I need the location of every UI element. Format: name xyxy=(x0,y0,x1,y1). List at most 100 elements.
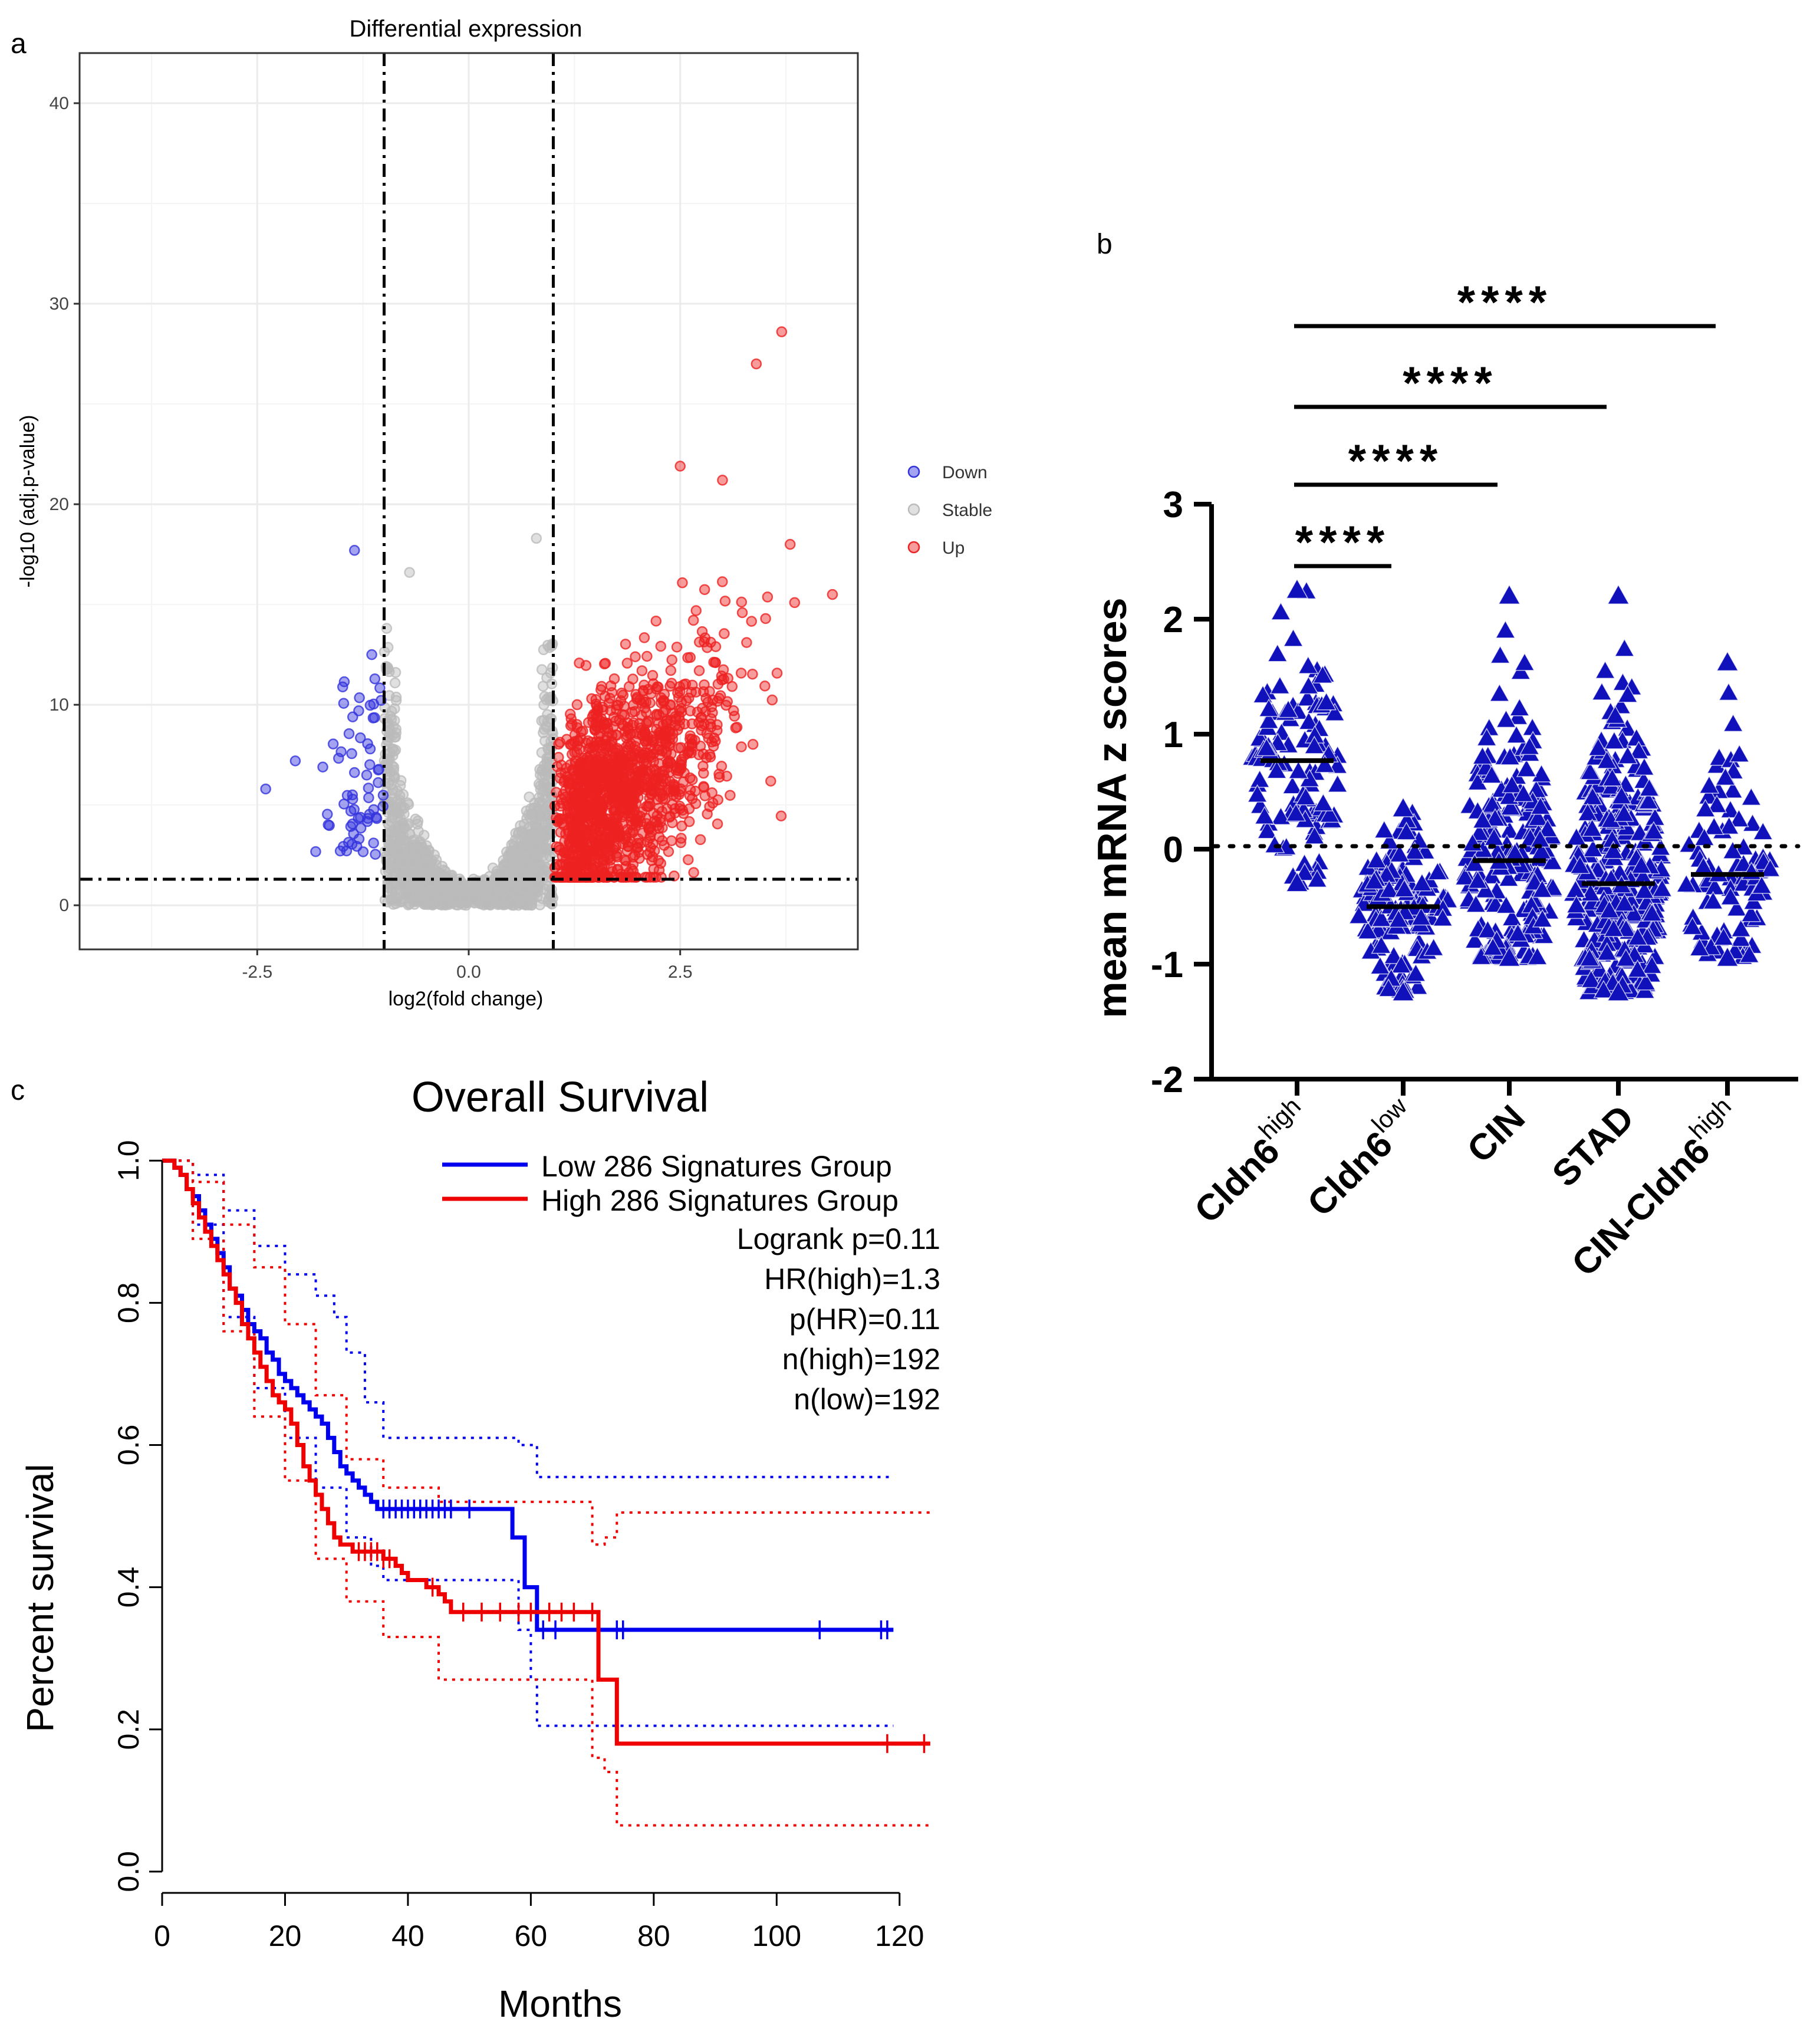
survival-x-tick-label: 60 xyxy=(515,1919,548,1952)
survival-x-tick-label: 0 xyxy=(154,1919,170,1952)
stable-gene-point xyxy=(397,804,408,815)
up-gene-point xyxy=(641,818,652,829)
stable-gene-point xyxy=(469,893,480,904)
significance-label: **** xyxy=(1457,276,1552,328)
up-gene-point xyxy=(699,584,710,596)
up-gene-point xyxy=(687,614,699,626)
down-gene-point xyxy=(347,818,358,830)
volcano-points xyxy=(260,326,838,911)
up-gene-point xyxy=(674,715,686,726)
up-gene-point xyxy=(675,837,687,849)
up-gene-point xyxy=(575,757,587,768)
up-gene-point xyxy=(679,767,690,778)
up-gene-point xyxy=(686,686,697,698)
up-gene-point xyxy=(719,596,731,607)
down-gene-point xyxy=(338,698,350,709)
up-gene-point xyxy=(593,853,604,864)
up-gene-point xyxy=(587,761,598,772)
up-gene-point xyxy=(729,711,740,722)
volcano-x-tick-label: 2.5 xyxy=(668,962,693,982)
up-gene-point xyxy=(582,772,594,784)
volcano-legend-label-stable: Stable xyxy=(942,501,992,520)
up-gene-point xyxy=(558,776,570,788)
volcano-legend-marker-stable xyxy=(907,503,920,516)
down-gene-point xyxy=(363,792,374,804)
stable-gene-point xyxy=(397,879,409,891)
stable-gene-point xyxy=(513,842,525,853)
up-gene-point xyxy=(684,733,696,745)
up-gene-point xyxy=(599,840,610,851)
up-gene-point xyxy=(674,758,686,770)
up-gene-point xyxy=(690,605,702,616)
up-gene-point xyxy=(613,758,624,770)
up-gene-point xyxy=(627,859,639,870)
up-gene-point xyxy=(771,668,783,679)
up-gene-point xyxy=(741,637,752,648)
up-gene-point xyxy=(699,636,710,647)
volcano-y-label: -log10 (adj.p-value) xyxy=(17,415,39,588)
up-gene-point xyxy=(683,854,694,866)
up-gene-point xyxy=(641,650,653,662)
up-gene-point xyxy=(607,737,618,748)
up-gene-point xyxy=(760,613,771,624)
panel-label-a: a xyxy=(11,28,27,60)
up-gene-point xyxy=(630,651,641,662)
stable-gene-point xyxy=(531,854,542,866)
down-gene-point xyxy=(345,806,357,817)
up-gene-point xyxy=(717,576,728,587)
zscore-y-tick-label: 2 xyxy=(1163,600,1183,640)
stable-gene-point xyxy=(389,703,400,715)
volcano-y-tick-label: 0 xyxy=(59,896,69,915)
stable-gene-point xyxy=(459,892,470,903)
volcano-legend-label-up: Up xyxy=(942,538,965,558)
up-gene-point xyxy=(789,597,801,609)
down-gene-point xyxy=(327,738,339,749)
stable-gene-point xyxy=(542,709,553,721)
down-gene-point xyxy=(370,849,381,860)
down-gene-point xyxy=(334,845,346,857)
stable-gene-point xyxy=(494,882,505,894)
up-gene-point xyxy=(731,721,743,733)
stable-gene-point xyxy=(449,893,460,904)
down-gene-point xyxy=(364,808,376,820)
up-gene-point xyxy=(595,684,607,695)
survival-title: Overall Survival xyxy=(412,1074,709,1121)
up-gene-point xyxy=(651,810,663,821)
up-gene-point xyxy=(663,846,674,857)
stable-gene-point xyxy=(394,813,406,824)
panel-label-c: c xyxy=(11,1075,25,1106)
up-gene-point xyxy=(695,834,706,846)
down-gene-point xyxy=(346,748,357,760)
stable-gene-point xyxy=(501,846,512,858)
stable-gene-point xyxy=(521,805,532,817)
up-gene-point xyxy=(572,797,584,808)
up-gene-point xyxy=(688,867,699,878)
zscore-y-tick-label: 3 xyxy=(1163,485,1183,525)
up-gene-point xyxy=(634,694,646,706)
stable-gene-point xyxy=(508,897,519,909)
up-gene-point xyxy=(751,358,762,370)
stable-gene-point xyxy=(412,816,424,827)
down-gene-point xyxy=(357,846,369,857)
up-gene-point xyxy=(553,752,564,763)
up-gene-point xyxy=(644,847,656,858)
up-gene-point xyxy=(735,668,747,679)
significance-label: **** xyxy=(1348,435,1443,486)
stable-gene-point xyxy=(543,895,555,906)
up-gene-point xyxy=(775,810,787,821)
up-gene-point xyxy=(707,694,719,706)
up-gene-point xyxy=(684,652,696,663)
up-gene-point xyxy=(572,814,584,826)
up-gene-point xyxy=(590,693,601,705)
stable-gene-point xyxy=(397,830,409,841)
zscore-y-tick-label: 1 xyxy=(1163,715,1183,755)
stable-gene-point xyxy=(536,664,548,675)
up-gene-point xyxy=(596,739,607,751)
up-gene-point xyxy=(612,783,624,794)
up-gene-point xyxy=(643,716,654,728)
stable-gene-point xyxy=(387,721,399,732)
survival-y-tick-label: 1.0 xyxy=(112,1140,145,1181)
stable-gene-point xyxy=(387,856,399,868)
stable-gene-point xyxy=(532,825,544,837)
